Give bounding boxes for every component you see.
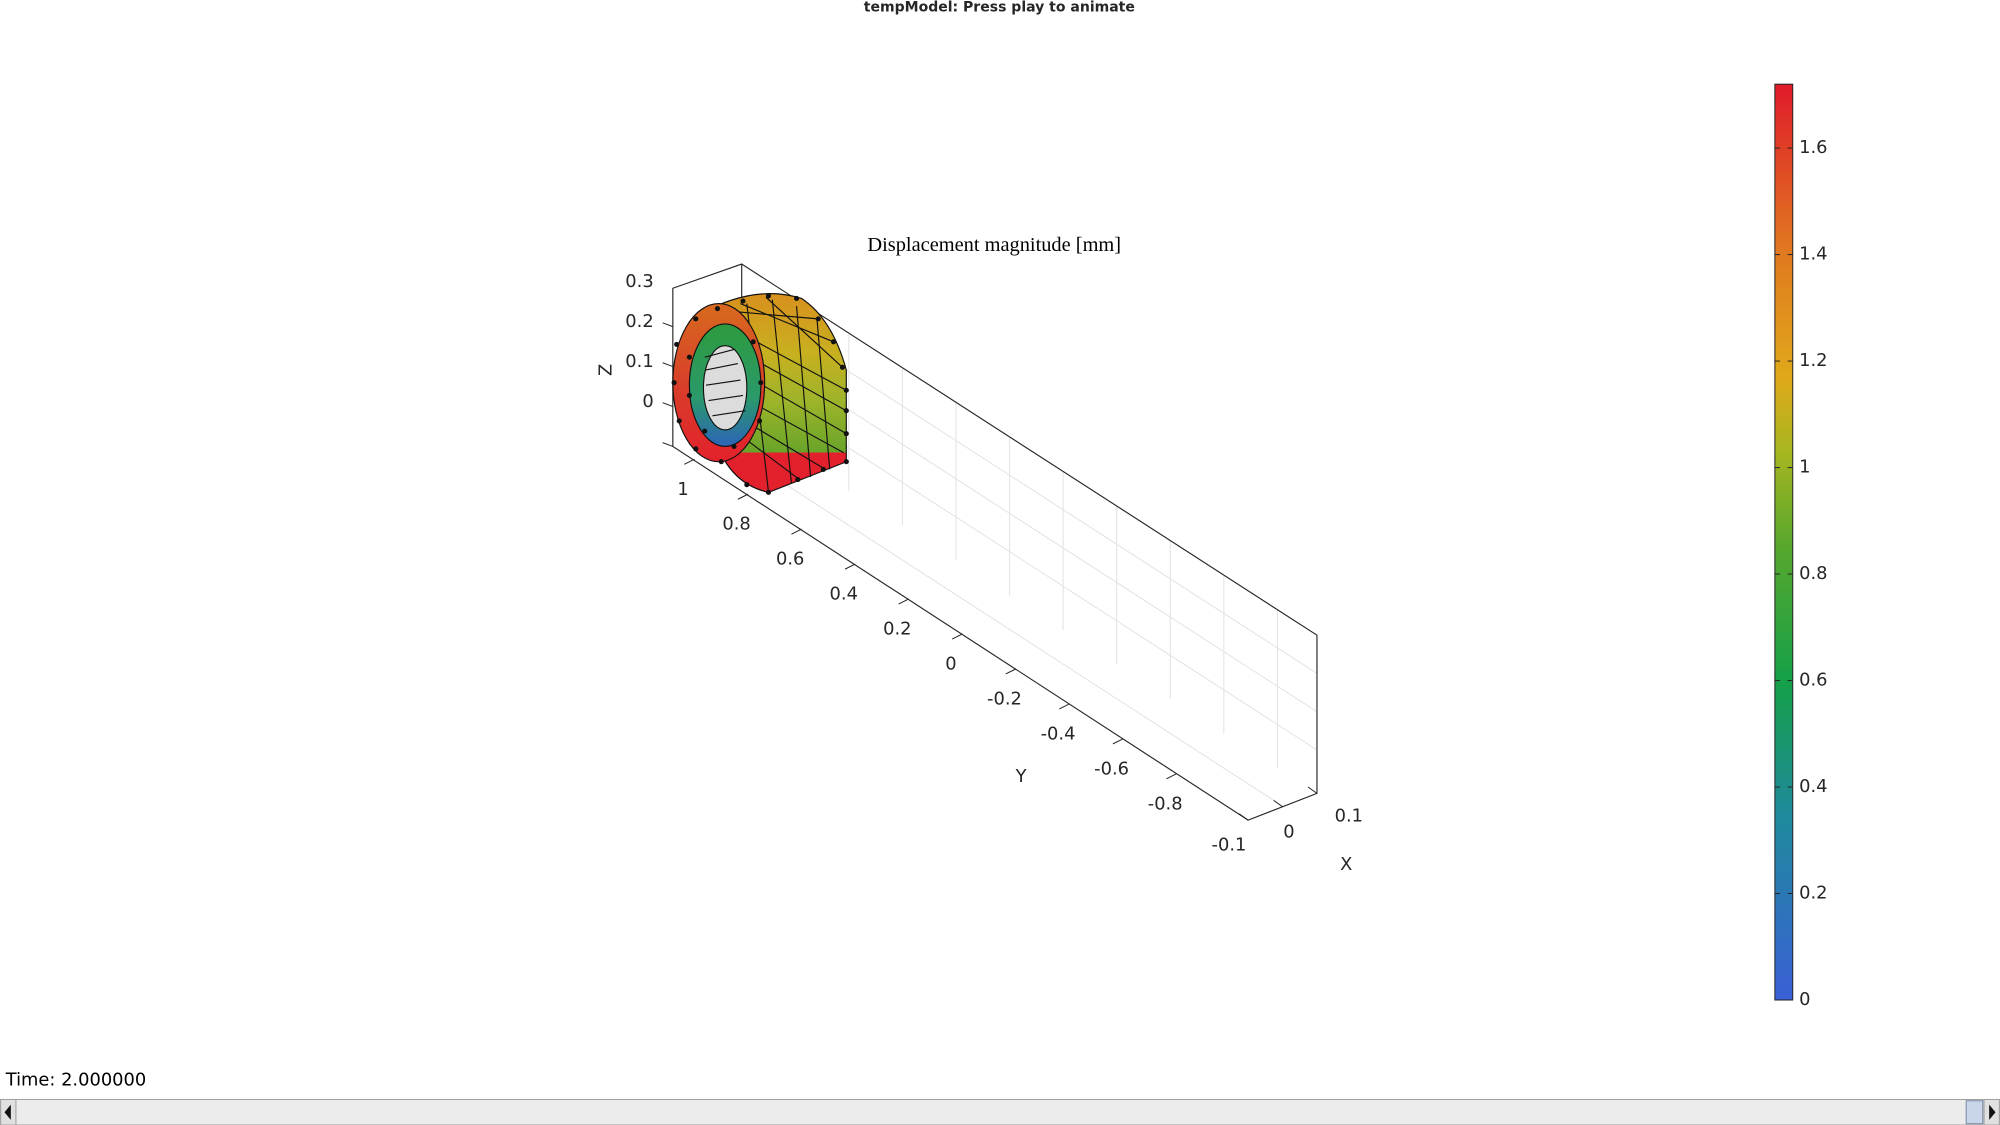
colorbar-tick-label: 0 <box>1799 989 1810 1010</box>
y-tick-label: 0.4 <box>830 584 858 605</box>
z-axis-label: Z <box>596 364 617 376</box>
colorbar-tick-label: 1.6 <box>1799 137 1827 158</box>
z-tick-label: 0.1 <box>625 351 653 372</box>
tick-mark <box>662 322 674 328</box>
x-tick-label: 0 <box>1283 821 1294 842</box>
z-tick-label: 0.3 <box>625 271 653 292</box>
colorbar-tick-label: 1.4 <box>1799 244 1827 265</box>
colorbar-tick-label: 0.8 <box>1799 563 1827 584</box>
y-axis-label: Y <box>1015 766 1027 787</box>
y-tick-label: 0.6 <box>776 549 804 570</box>
y-tick-label: 0.2 <box>883 619 911 640</box>
colorbar-tick-label: 1.2 <box>1799 350 1827 371</box>
y-tick-label: 0.8 <box>722 514 750 535</box>
tick-mark <box>844 563 856 570</box>
tick-mark <box>898 598 910 605</box>
right-arrow <box>1989 1104 1996 1120</box>
tick-mark <box>1059 703 1070 710</box>
y-tick-label: -0.6 <box>1094 758 1129 779</box>
y-tick-label: -0.8 <box>1148 793 1183 814</box>
y-tick-label: -0.4 <box>1041 723 1076 744</box>
tick-mark <box>684 458 695 465</box>
plot-title: Displacement magnitude [mm] <box>867 234 1121 256</box>
scrollbar[interactable] <box>0 1098 2000 1125</box>
colorbar-tick-label: 0.4 <box>1799 776 1827 797</box>
tick-mark <box>737 493 749 500</box>
tick-mark <box>951 633 963 640</box>
tick-mark <box>1005 668 1017 675</box>
time-label: Time: 2.000000 <box>5 1069 147 1090</box>
x-tick-label: -0.1 <box>1212 835 1247 856</box>
y-tick-label: 0 <box>945 654 956 675</box>
y-tick-label: 1 <box>677 479 688 500</box>
z-tick-label: 0.2 <box>625 311 653 332</box>
window-title: tempModel: Press play to animate <box>864 0 1135 16</box>
colorbar-tick-label: 1 <box>1799 457 1810 478</box>
x-axis-label: X <box>1340 854 1352 875</box>
x-tick-label: 0.1 <box>1335 805 1363 826</box>
tick-mark <box>1273 799 1283 808</box>
mesh-body <box>671 293 849 495</box>
colorbar-tick-label: 0.2 <box>1799 883 1827 904</box>
tick-mark <box>1112 738 1124 745</box>
tick-mark <box>1307 786 1318 794</box>
tick-mark <box>1238 813 1249 821</box>
scroll-thumb[interactable] <box>1965 1100 1984 1125</box>
colorbar <box>1774 83 1794 1001</box>
tick-mark <box>662 442 674 447</box>
tick-mark <box>662 402 674 407</box>
tick-mark <box>1166 773 1177 780</box>
left-arrow <box>4 1104 11 1120</box>
tick-mark <box>791 528 802 535</box>
tick-mark <box>662 362 674 368</box>
colorbar-tick-label: 0.6 <box>1799 670 1827 691</box>
z-tick-label: 0 <box>642 391 653 412</box>
scroll-track[interactable] <box>0 1098 2000 1125</box>
y-tick-label: -0.2 <box>987 688 1022 709</box>
